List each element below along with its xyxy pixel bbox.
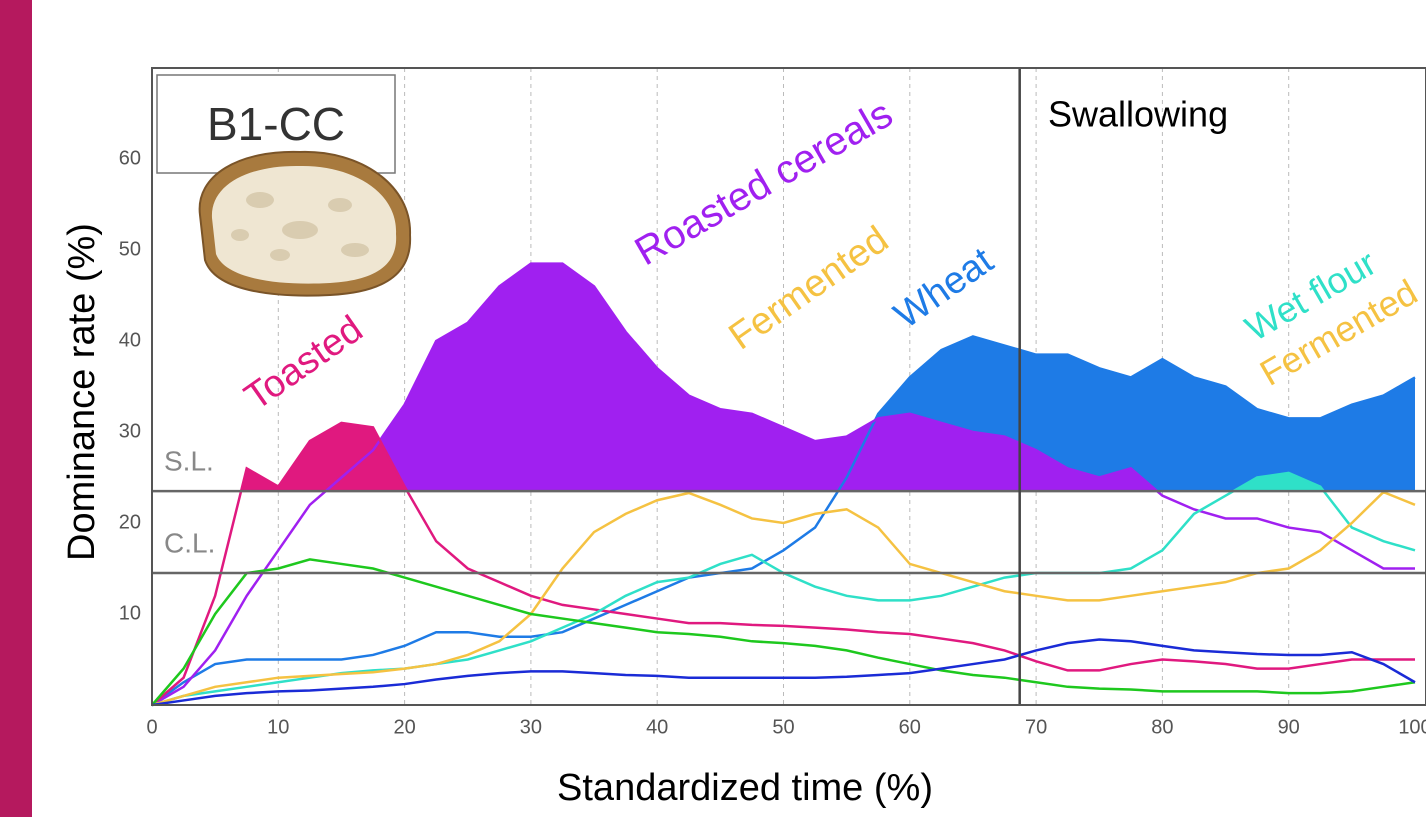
x-tick-label: 90	[1278, 716, 1300, 738]
swallowing-label: Swallowing	[1048, 94, 1228, 135]
x-tick-label: 80	[1151, 716, 1173, 738]
panel-label: B1-CC	[207, 98, 345, 150]
bread-hole	[282, 221, 318, 239]
x-axis-label: Standardized time (%)	[557, 767, 933, 809]
series-label: Toasted	[237, 308, 370, 419]
page: {"chart_data": { "type": "line", "x_labe…	[0, 0, 1426, 817]
y-axis-label: Dominance rate (%)	[61, 223, 103, 561]
series-label: Wheat	[887, 239, 1001, 337]
x-tick-label: 20	[393, 716, 415, 738]
reference-label: S.L.	[164, 446, 214, 477]
x-tick-label: 30	[520, 716, 542, 738]
y-tick-label: 60	[119, 147, 141, 169]
x-tick-label: 10	[267, 716, 289, 738]
series-label: Fermented	[722, 218, 897, 358]
y-tick-label: 50	[119, 238, 141, 260]
y-tick-label: 40	[119, 329, 141, 351]
y-tick-label: 20	[119, 511, 141, 533]
x-tick-label: 40	[646, 716, 668, 738]
x-tick-label: 0	[146, 716, 157, 738]
bread-hole	[341, 243, 369, 257]
x-tick-label: 60	[899, 716, 921, 738]
x-tick-label: 100	[1398, 716, 1426, 738]
bread-hole	[270, 249, 290, 261]
x-tick-label: 50	[772, 716, 794, 738]
y-tick-label: 10	[119, 602, 141, 624]
side-bar	[0, 0, 32, 817]
x-tick-label: 70	[1025, 716, 1047, 738]
reference-label: C.L.	[164, 527, 215, 558]
bread-hole	[328, 198, 352, 212]
y-tick-label: 30	[119, 420, 141, 442]
bread-hole	[231, 229, 249, 241]
bread-hole	[246, 192, 274, 208]
chart: Standardized time (%) Dominance rate (%)…	[0, 0, 1426, 817]
